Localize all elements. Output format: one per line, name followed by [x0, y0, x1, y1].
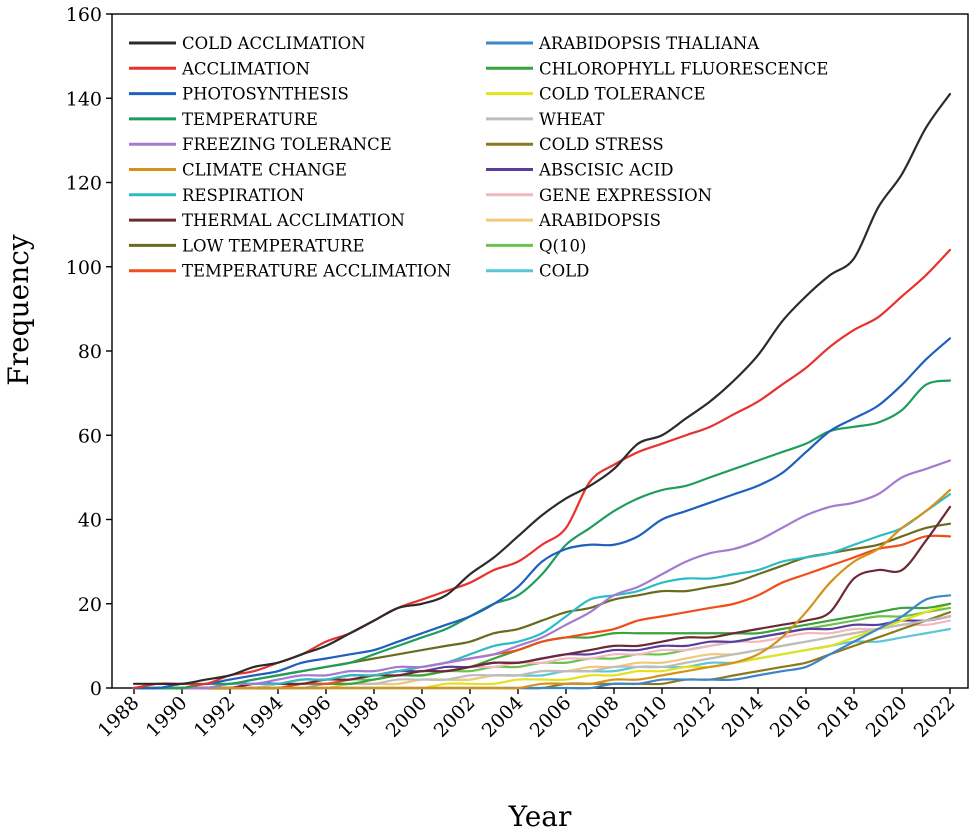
- series-line-abscisic-acid: [132, 615, 952, 690]
- series-line-respiration: [132, 493, 952, 690]
- y-tick-label: 0: [90, 678, 102, 700]
- series-line-freezing-tolerance: [132, 459, 952, 690]
- series-line-wheat: [132, 615, 952, 690]
- x-tick-label: 2018: [814, 692, 864, 742]
- legend-label: ARABIDOPSIS: [538, 211, 661, 230]
- series-line-arabidopsis: [132, 615, 952, 690]
- x-tick-label: 2008: [574, 692, 624, 742]
- series-line-cold-acclimation: [132, 92, 952, 686]
- legend-label: RESPIRATION: [182, 186, 304, 205]
- legend-label: PHOTOSYNTHESIS: [182, 85, 349, 104]
- legend-label: COLD: [539, 262, 589, 281]
- series-line-acclimation: [132, 248, 952, 690]
- legend-label: Q(10): [539, 236, 586, 255]
- x-tick-label: 1990: [142, 692, 192, 742]
- x-tick-label: 1996: [286, 692, 336, 742]
- y-tick-label: 40: [78, 510, 102, 532]
- legend-label: CLIMATE CHANGE: [182, 161, 347, 180]
- x-tick-label: 2012: [670, 692, 720, 742]
- y-tick-label: 100: [66, 257, 102, 279]
- legend-label: COLD TOLERANCE: [539, 85, 706, 104]
- legend-label: TEMPERATURE: [182, 110, 318, 129]
- series-line-temperature: [132, 379, 952, 690]
- y-tick-label: 80: [78, 341, 102, 363]
- series-line-photosynthesis: [132, 337, 952, 690]
- x-axis: 1988199019921994199619982000200220042006…: [94, 688, 960, 742]
- legend: COLD ACCLIMATION ACCLIMATION PHOTOSYNTHESI…: [129, 34, 828, 281]
- x-tick-label: 2004: [478, 692, 528, 742]
- legend-label: LOW TEMPERATURE: [182, 236, 365, 255]
- legend-label: ACCLIMATION: [181, 59, 310, 78]
- x-axis-title: Year: [508, 800, 572, 832]
- legend-label: WHEAT: [539, 110, 604, 129]
- x-tick-label: 2016: [766, 692, 816, 742]
- x-tick-label: 2000: [382, 692, 432, 742]
- y-axis: 0 20 40 60 80 100 120 140 160: [66, 4, 112, 700]
- series-lines: [132, 92, 952, 690]
- legend-label: TEMPERATURE ACCLIMATION: [182, 262, 451, 281]
- y-tick-label: 160: [66, 4, 102, 26]
- legend-label: GENE EXPRESSION: [539, 186, 712, 205]
- legend-label: COLD ACCLIMATION: [182, 34, 366, 53]
- x-tick-label: 2010: [622, 692, 672, 742]
- y-tick-label: 140: [66, 88, 102, 110]
- series-line-thermal-acclimation: [132, 505, 952, 690]
- legend-label: THERMAL ACCLIMATION: [182, 211, 405, 230]
- x-tick-label: 1998: [334, 692, 384, 742]
- legend-label: ARABIDOPSIS THALIANA: [538, 34, 760, 53]
- series-line-climate-change: [132, 488, 952, 690]
- x-tick-label: 1992: [190, 692, 240, 742]
- series-line-cold-stress: [132, 611, 952, 690]
- x-tick-label: 2006: [526, 692, 576, 742]
- y-tick-label: 60: [78, 425, 102, 447]
- x-tick-label: 2002: [430, 692, 480, 742]
- x-tick-label: 1994: [238, 692, 288, 742]
- legend-label: FREEZING TOLERANCE: [182, 135, 392, 154]
- x-tick-label: 2022: [910, 692, 960, 742]
- legend-label: ABSCISIC ACID: [538, 161, 673, 180]
- y-tick-label: 120: [66, 173, 102, 195]
- x-tick-label: 2020: [862, 692, 912, 742]
- x-tick-label: 2014: [718, 692, 768, 742]
- y-axis-title: Frequency: [2, 234, 35, 386]
- legend-label: COLD STRESS: [539, 135, 664, 154]
- legend-label: CHLOROPHYLL FLUORESCENCE: [539, 59, 828, 78]
- y-tick-label: 20: [78, 594, 102, 616]
